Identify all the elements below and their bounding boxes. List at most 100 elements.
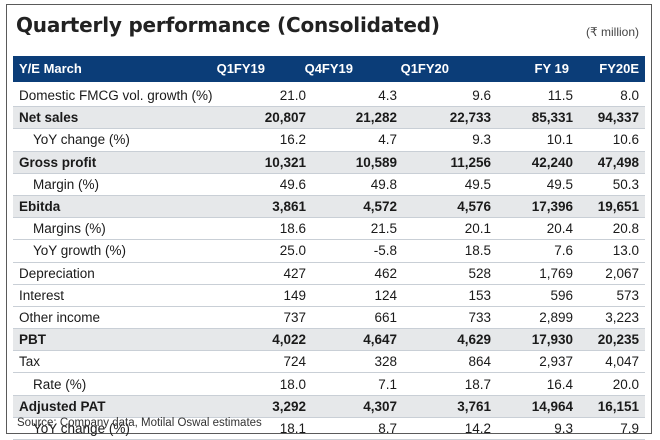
row-value: 4,022 xyxy=(209,328,312,352)
row-value: 596 xyxy=(497,284,579,307)
row-value: 528 xyxy=(403,262,497,285)
row-value: 18.6 xyxy=(209,217,312,241)
row-value: 42,240 xyxy=(497,151,579,174)
row-value: 16,151 xyxy=(579,395,645,418)
row-value: 7.1 xyxy=(312,372,403,396)
row-value: 4,629 xyxy=(403,328,497,352)
row-label: Gross profit xyxy=(13,151,209,174)
row-label: YoY growth (%) xyxy=(13,239,209,263)
row-value: 4,572 xyxy=(312,195,403,219)
row-value: 661 xyxy=(312,306,403,330)
row-value: 20.1 xyxy=(403,217,497,241)
row-value: 737 xyxy=(209,306,312,330)
row-value: 10.6 xyxy=(579,128,645,152)
row-value: 49.5 xyxy=(403,173,497,196)
row-value: 50.3 xyxy=(579,173,645,196)
row-value: 20,235 xyxy=(579,328,645,352)
row-value: 49.8 xyxy=(312,173,403,196)
row-value: 17,930 xyxy=(497,328,579,352)
table-title: Quarterly performance (Consolidated) xyxy=(16,13,440,37)
row-value: 3,861 xyxy=(209,195,312,219)
row-label: Ebitda xyxy=(13,195,209,219)
row-value: 124 xyxy=(312,284,403,307)
row-value: 16.2 xyxy=(209,128,312,152)
row-value: 14.2 xyxy=(403,417,497,440)
row-value: 8.0 xyxy=(579,85,645,108)
row-value: 3,761 xyxy=(403,395,497,418)
row-value: 11,256 xyxy=(403,151,497,174)
row-value: 733 xyxy=(403,306,497,330)
title-row: Quarterly performance (Consolidated) (₹ … xyxy=(7,5,651,55)
header-col-q4fy19: Q4FY19 xyxy=(304,61,353,76)
row-value: 3,292 xyxy=(209,395,312,418)
row-label: YoY change (%) xyxy=(13,128,209,152)
table-header: Y/E March Q1FY19 Q4FY19 Q1FY20 FY 19 FY2… xyxy=(13,56,645,82)
row-label: Adjusted PAT xyxy=(13,395,209,418)
row-value: 149 xyxy=(209,284,312,307)
row-value: 21.0 xyxy=(209,85,312,108)
row-value: 4,047 xyxy=(579,350,645,374)
table-row: Ebitda 3,861 4,572 4,576 17,396 19,651 xyxy=(13,195,645,219)
row-value: 4,576 xyxy=(403,195,497,219)
row-value: 10.1 xyxy=(497,128,579,152)
row-value: 11.5 xyxy=(497,85,579,108)
row-label: Interest xyxy=(13,284,209,307)
source-note: Source: Company data, Motilal Oswal esti… xyxy=(17,417,262,429)
row-value: 7.9 xyxy=(579,417,645,440)
row-value: 427 xyxy=(209,262,312,285)
row-value: 18.0 xyxy=(209,372,312,396)
row-value: 4,647 xyxy=(312,328,403,352)
table-row: Interest 149 124 153 596 573 xyxy=(13,284,645,307)
table-row: YoY change (%) 18.1 8.7 14.2 9.3 7.9 xyxy=(13,417,645,440)
table-row: Margin (%) 49.6 49.8 49.5 49.5 50.3 xyxy=(13,173,645,196)
row-label: Depreciation xyxy=(13,262,209,285)
row-value: 9.3 xyxy=(497,417,579,440)
row-label: Margin (%) xyxy=(13,173,209,196)
row-label: PBT xyxy=(13,328,209,352)
row-value: 22,733 xyxy=(403,106,497,130)
row-value: 20.8 xyxy=(579,217,645,241)
row-value: 17,396 xyxy=(497,195,579,219)
data-table: Domestic FMCG vol. growth (%) 21.0 4.3 9.6 1… xyxy=(13,85,645,440)
row-value: 10,589 xyxy=(312,151,403,174)
table-row: Depreciation 427 462 528 1,769 2,067 xyxy=(13,262,645,285)
row-value: 18.7 xyxy=(403,372,497,396)
table-row: YoY change (%) 16.2 4.7 9.3 10.1 10.6 xyxy=(13,128,645,152)
row-label: Other income xyxy=(13,306,209,330)
row-value: 94,337 xyxy=(579,106,645,130)
row-label: Domestic FMCG vol. growth (%) xyxy=(13,85,213,108)
row-value: 9.3 xyxy=(403,128,497,152)
row-value: 25.0 xyxy=(209,239,312,263)
row-value: 328 xyxy=(312,350,403,374)
header-col-q1fy19: Q1FY19 xyxy=(216,61,265,76)
row-value: 49.6 xyxy=(209,173,312,196)
row-value: 49.5 xyxy=(497,173,579,196)
row-value: 19,651 xyxy=(579,195,645,219)
table-row: Tax 724 328 864 2,937 4,047 xyxy=(13,350,645,374)
row-value: 724 xyxy=(209,350,312,374)
row-value: 462 xyxy=(312,262,403,285)
row-label: Margins (%) xyxy=(13,217,209,241)
row-value: 20,807 xyxy=(209,106,312,130)
row-label: Net sales xyxy=(13,106,209,130)
row-value: 4,307 xyxy=(312,395,403,418)
row-value: 21,282 xyxy=(312,106,403,130)
unit-label: (₹ million) xyxy=(586,25,639,39)
table-row: Adjusted PAT 3,292 4,307 3,761 14,964 16,151 xyxy=(13,395,645,418)
table-row: Margins (%) 18.6 21.5 20.1 20.4 20.8 xyxy=(13,217,645,241)
row-value: 18.1 xyxy=(209,417,312,440)
row-value: 1,769 xyxy=(497,262,579,285)
header-label: Y/E March xyxy=(19,61,82,76)
table-row: Gross profit 10,321 10,589 11,256 42,240 47,4… xyxy=(13,151,645,174)
row-label: Rate (%) xyxy=(13,372,209,396)
row-value: 47,498 xyxy=(579,151,645,174)
row-value: 20.0 xyxy=(579,372,645,396)
performance-table-panel: Quarterly performance (Consolidated) (₹ … xyxy=(6,4,652,440)
row-value: 14,964 xyxy=(497,395,579,418)
header-col-fy20e: FY20E xyxy=(599,61,639,76)
row-value: 2,899 xyxy=(497,306,579,330)
row-value: 10,321 xyxy=(209,151,312,174)
row-value: 2,937 xyxy=(497,350,579,374)
row-value: 864 xyxy=(403,350,497,374)
header-col-q1fy20: Q1FY20 xyxy=(400,61,449,76)
